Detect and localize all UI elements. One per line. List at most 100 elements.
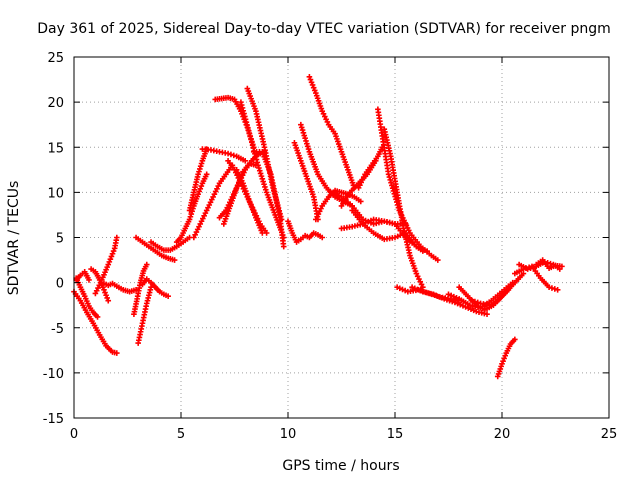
data-point [195,171,201,178]
data-point [228,151,234,158]
series-t24 [285,218,326,245]
data-point [256,165,262,171]
data-point [260,178,266,185]
data-point [203,171,210,178]
data-point [472,298,478,305]
data-point [257,170,264,177]
data-point [196,168,202,175]
y-tick-label: -10 [43,367,64,382]
data-point [551,286,558,292]
data-point [261,181,267,188]
series-t3 [73,268,92,283]
data-point [389,185,396,192]
series-t6 [92,234,120,297]
data-point [114,350,120,356]
data-point [303,138,309,144]
series-t10 [133,234,178,263]
series-t28 [298,121,355,209]
series-t41 [494,336,518,380]
data-point [143,261,150,268]
y-axis-label: SDTVAR / TECUs [6,181,22,296]
data-point [242,157,248,164]
data-point [187,213,194,220]
data-point [386,174,393,180]
data-point [546,284,552,290]
x-tick-label: 15 [387,427,404,442]
x-tick-label: 25 [601,427,618,442]
series-t13 [186,146,210,214]
chart-title: Day 361 of 2025, Sidereal Day-to-day VTE… [37,21,611,37]
series-t16 [191,162,236,241]
series-t43 [512,263,561,293]
series-t11 [148,234,193,253]
x-tick-label: 10 [280,427,297,442]
data-point [474,299,481,306]
data-point [197,166,203,172]
data-point [299,127,306,133]
data-point [523,265,530,271]
data-point [444,296,450,303]
series-t23 [250,148,287,250]
data-point [304,143,311,150]
series-t44 [533,257,565,271]
data-point [165,293,171,299]
data-point [512,336,518,343]
data-point [262,186,269,193]
data-point [255,162,261,169]
x-tick-label: 20 [494,427,511,442]
data-point [305,146,312,152]
data-point [388,179,394,186]
data-point [554,287,561,293]
data-points [71,74,565,380]
data-point [559,263,565,270]
series-t20 [225,157,270,236]
series-t8 [135,284,154,346]
data-point [385,171,392,178]
data-point [526,264,532,271]
data-point [263,230,270,236]
data-point [302,135,308,142]
data-point [520,266,527,272]
data-point [259,176,266,182]
data-point [484,311,490,318]
y-tick-label: 10 [47,186,64,201]
series-t35 [381,126,426,290]
axis-ticks: 0 5 10 15 20 25 -15 -10 -5 0 5 10 15 20 25 [43,51,618,442]
data-point [262,184,268,190]
series-t5 [101,280,139,295]
series-t37 [409,284,490,318]
data-point [390,188,397,194]
data-point [435,257,441,263]
data-point [258,173,265,179]
data-point [319,234,326,241]
series-t12 [173,171,210,245]
data-point [186,216,193,223]
data-point [549,285,555,291]
data-point [171,257,178,263]
data-point [449,298,456,305]
y-tick-label: 25 [47,51,64,66]
y-tick-label: 0 [56,277,64,292]
data-point [197,163,204,170]
data-point [94,314,101,320]
x-tick-label: 5 [177,427,185,442]
data-point [114,234,120,241]
data-point [469,297,475,304]
data-point [300,130,307,136]
series-t32 [328,189,430,254]
data-point [225,150,231,157]
data-point [86,277,92,283]
data-point [446,297,453,304]
data-point [389,182,395,189]
series-t26 [306,74,358,191]
data-point [133,287,139,293]
data-point [105,297,112,304]
series-t7 [131,261,150,318]
data-point [256,167,263,174]
data-point [387,177,394,183]
series-t34 [375,106,441,263]
data-point [230,152,237,159]
y-tick-label: -5 [51,322,64,337]
